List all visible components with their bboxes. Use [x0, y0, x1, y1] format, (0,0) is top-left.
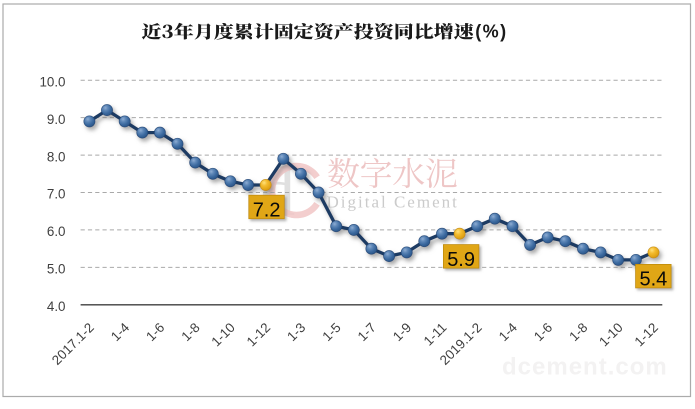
svg-text:6.0: 6.0: [47, 224, 66, 239]
svg-text:5.0: 5.0: [47, 262, 66, 277]
svg-text:5.4: 5.4: [639, 269, 667, 291]
svg-text:7.2: 7.2: [253, 199, 281, 221]
svg-text:dcement.com: dcement.com: [502, 354, 668, 381]
svg-text:Digital Cement: Digital Cement: [327, 192, 459, 211]
svg-text:10.0: 10.0: [39, 74, 65, 89]
svg-text:9.0: 9.0: [47, 112, 66, 127]
svg-text:8.0: 8.0: [47, 149, 66, 164]
svg-text:(%): (%): [475, 22, 508, 42]
svg-text:5.9: 5.9: [447, 249, 475, 271]
svg-text:4.0: 4.0: [47, 299, 66, 314]
svg-text:7.0: 7.0: [47, 187, 66, 202]
